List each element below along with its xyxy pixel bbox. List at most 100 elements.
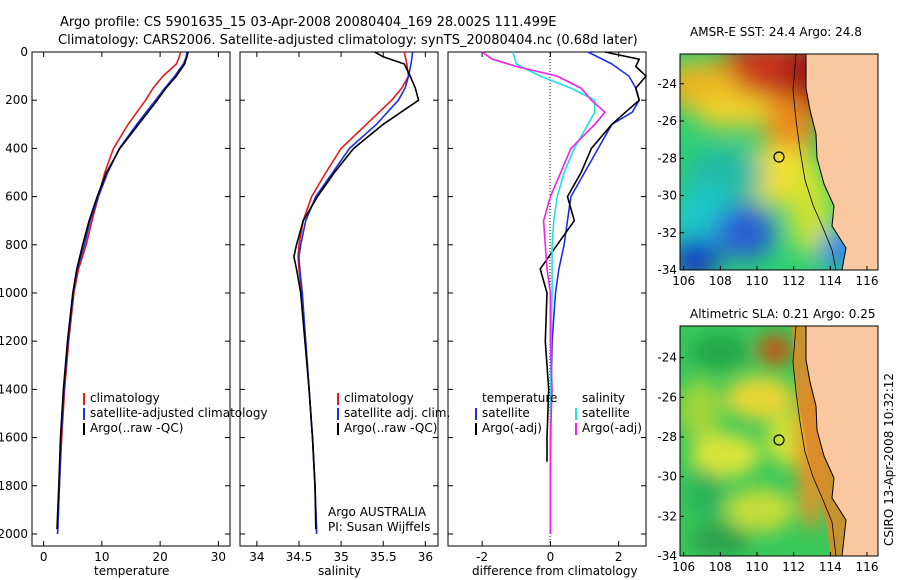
x-tick-label: 0: [547, 550, 555, 564]
legend-label: climatology: [90, 391, 160, 405]
sst-coastline: [805, 54, 847, 270]
temperature-axes-box: [31, 51, 231, 547]
series-line-satellite-adjusted-climatology: [56, 51, 188, 535]
title-line-2: Climatology: CARS2006. Satellite-adjuste…: [58, 33, 638, 48]
x-tick-label: 0: [40, 550, 48, 564]
y-tick-label: 1600: [0, 431, 28, 445]
map-x-tick-label: 108: [709, 560, 732, 574]
y-tick-label: 800: [5, 238, 28, 252]
salinity-axes-box: [239, 51, 439, 547]
sla-shelf-band: [792, 326, 846, 556]
map-x-tick-label: 114: [819, 560, 842, 574]
sst-map-title: AMSR-E SST: 24.4 Argo: 24.8: [690, 25, 862, 39]
difference-legend: temperature satellite Argo(-adj) salinit…: [475, 391, 642, 435]
map-y-tick-label: -30: [657, 470, 677, 484]
sst-map-field: [680, 54, 878, 270]
float-info-line-2: PI: Susan Wijffels: [328, 520, 430, 534]
map-y-tick-label: -32: [657, 226, 677, 240]
x-tick-label: 34: [249, 550, 264, 564]
series-line-temperature-argo-adj-: [539, 51, 647, 462]
temperature-axis-label: temperature: [94, 564, 169, 578]
sst-land-mask: [806, 54, 878, 270]
legend-label: Argo(-adj): [582, 421, 642, 435]
sla-map-field: [680, 326, 878, 556]
float-info-line-1: Argo AUSTRALIA: [328, 505, 427, 519]
map-x-tick-label: 108: [709, 274, 732, 288]
y-tick-label: 400: [5, 141, 28, 155]
legend-label: Argo(..raw -QC): [90, 421, 183, 435]
y-tick-label: 600: [5, 190, 28, 204]
x-tick-label: -2: [476, 550, 488, 564]
x-tick-label: 34.5: [286, 550, 313, 564]
map-x-tick-label: 110: [746, 560, 769, 574]
map-x-tick-label: 112: [782, 274, 805, 288]
map-y-tick-label: -24: [657, 351, 677, 365]
legend-label: climatology: [344, 391, 414, 405]
credit-timestamp: CSIRO 13-Apr-2008 10:32:12: [882, 373, 896, 546]
map-y-tick-label: -28: [657, 430, 677, 444]
map-y-tick-label: -34: [657, 549, 677, 563]
x-tick-label: 2: [615, 550, 623, 564]
x-tick-label: 35: [333, 550, 348, 564]
x-tick-label: 35.5: [370, 550, 397, 564]
map-y-tick-label: -30: [657, 189, 677, 203]
salinity-panel: 34 34.5 35 35.5 36 climatology satellite adj…: [239, 51, 450, 578]
map-y-tick-label: -26: [657, 390, 677, 404]
y-tick-label: 1000: [0, 286, 28, 300]
map-x-tick-label: 106: [672, 274, 695, 288]
legend-label: satellite: [582, 406, 630, 420]
map-x-tick-label: 112: [782, 560, 805, 574]
y-tick-label: 1200: [0, 334, 28, 348]
temperature-legend: climatology satellite-adjusted climatolo…: [83, 391, 268, 435]
difference-axis-label: difference from climatology: [472, 564, 638, 578]
difference-panel: -2 0 2 temperature satellite Argo(-adj) sa…: [447, 51, 647, 578]
sla-shelf-contour: [792, 326, 837, 556]
y-tick-label: 1800: [0, 479, 28, 493]
legend-label: Argo(..raw -QC): [344, 421, 437, 435]
sst-shelf-contour: [792, 54, 837, 270]
sla-coastline: [805, 326, 847, 556]
x-tick-label: 20: [152, 550, 167, 564]
sla-land-mask: [806, 326, 878, 556]
sla-map-title: Altimetric SLA: 0.21 Argo: 0.25: [690, 307, 875, 321]
legend-label: Argo(-adj): [482, 421, 542, 435]
float-position-marker: [773, 151, 785, 163]
difference-axes-box: [447, 51, 647, 547]
series-line-argo-raw-qc-: [293, 51, 420, 530]
map-x-tick-label: 110: [746, 274, 769, 288]
map-y-tick-label: -24: [657, 77, 677, 91]
sla-map-frame: [679, 325, 879, 557]
x-tick-label: 10: [94, 550, 109, 564]
legend-header-salinity: salinity: [582, 391, 625, 405]
sst-map-panel: AMSR-E SST: 24.4 Argo: 24.8: [657, 25, 879, 288]
sla-map-panel: Altimetric SLA: 0.21 Argo: 0.25 106 10: [657, 307, 879, 574]
map-x-tick-label: 106: [672, 560, 695, 574]
legend-label: satellite: [482, 406, 530, 420]
map-y-tick-label: -32: [657, 509, 677, 523]
sst-map-frame: [679, 53, 879, 271]
title-line-1: Argo profile: CS 5901635_15 03-Apr-2008 …: [60, 15, 556, 30]
series-line-climatology: [297, 51, 410, 535]
salinity-legend: climatology satellite adj. clim. Argo(..…: [337, 391, 450, 435]
y-tick-label: 1400: [0, 382, 28, 396]
legend-label: satellite-adjusted climatology: [90, 406, 268, 420]
float-position-marker: [773, 434, 785, 446]
series-line-argo-raw-qc-: [56, 51, 189, 530]
y-tick-label: 0: [20, 45, 28, 59]
y-tick-label: 2000: [0, 527, 28, 541]
y-tick-label: 200: [5, 93, 28, 107]
x-tick-label: 36: [418, 550, 433, 564]
series-line-salinity-satellite: [512, 51, 596, 534]
temperature-panel: 0 10 20 30 0 200 400 600 800 1000 1200 1400 1600 1800…: [0, 45, 268, 578]
map-y-tick-label: -28: [657, 151, 677, 165]
map-x-tick-label: 114: [819, 274, 842, 288]
series-line-salinity-argo-adj-: [481, 51, 606, 534]
x-tick-label: 30: [211, 550, 226, 564]
map-y-tick-label: -34: [657, 263, 677, 277]
map-x-tick-label: 116: [856, 560, 879, 574]
map-x-tick-label: 116: [856, 274, 879, 288]
map-y-tick-label: -26: [657, 114, 677, 128]
series-line-climatology: [56, 51, 182, 535]
salinity-axis-label: salinity: [318, 564, 361, 578]
